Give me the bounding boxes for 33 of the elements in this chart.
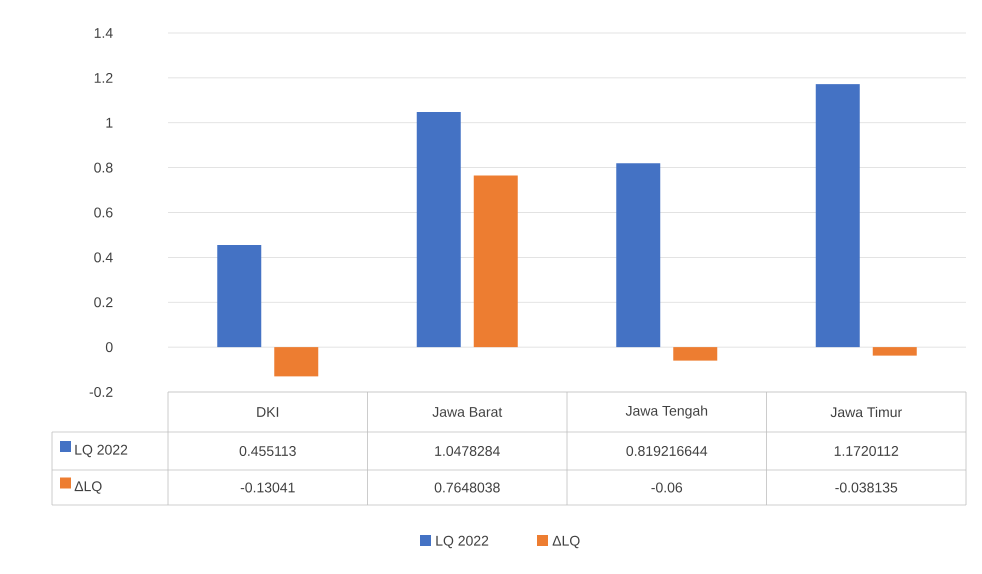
legend-label: LQ 2022 <box>75 444 128 458</box>
y-tick-label: 0 <box>106 342 113 352</box>
legend-label: ΔLQ <box>552 536 580 548</box>
data-label: -0.06 <box>651 482 682 492</box>
data-label: 1.1720112 <box>834 446 898 456</box>
x-tick-label: Jawa Barat <box>432 407 502 417</box>
y-tick-label: 0.2 <box>94 297 112 308</box>
data-label: 1.0478284 <box>435 446 500 456</box>
y-tick-label: 0.8 <box>94 162 113 173</box>
bar <box>673 347 718 361</box>
y-tick-label: -0.2 <box>90 387 112 397</box>
text: ΔLQ <box>74 481 102 494</box>
y-tick-label: 0.4 <box>94 252 113 262</box>
bar <box>872 347 917 356</box>
bar <box>416 112 461 348</box>
data-label: -0.13041 <box>240 482 295 492</box>
x-tick-label: Jawa Timur <box>830 406 902 418</box>
bar <box>816 84 860 348</box>
bar <box>616 163 660 348</box>
bar <box>474 176 518 348</box>
y-tick-label: 1.4 <box>94 28 113 38</box>
bar <box>274 347 318 376</box>
y-tick-label: 1 <box>106 118 112 128</box>
y-tick-label: 1.2 <box>94 72 112 83</box>
data-label: 0.819216644 <box>626 446 708 456</box>
text: LQ 2022 <box>436 536 488 548</box>
data-label: 0.7648038 <box>434 482 500 492</box>
x-tick-label: Jawa Tengah <box>626 405 708 419</box>
x-tick-label: DKI <box>257 407 278 417</box>
data-label: -0.038135 <box>835 482 898 492</box>
bar <box>217 245 262 348</box>
y-tick-label: 0.6 <box>94 208 113 218</box>
data-label: 0.455113 <box>240 446 296 456</box>
